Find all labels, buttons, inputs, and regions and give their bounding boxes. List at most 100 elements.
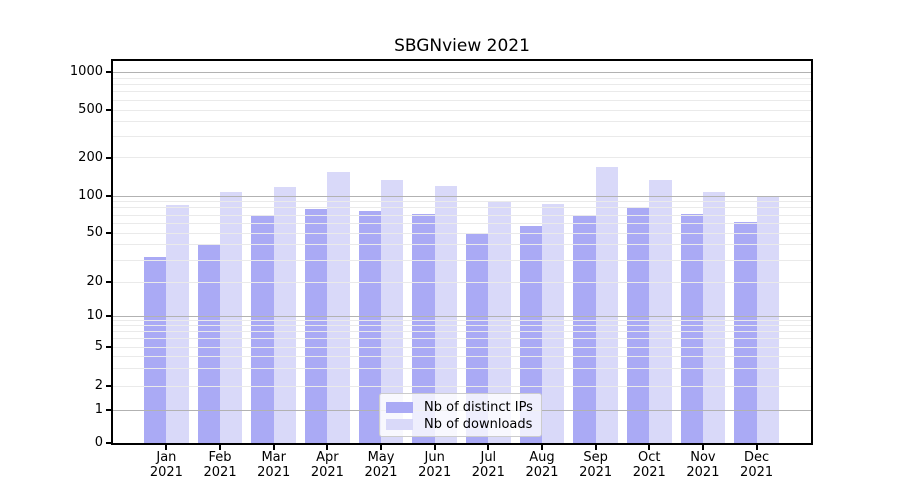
minor-gridline	[113, 355, 811, 357]
bar-downloads-sep	[595, 167, 618, 443]
y-tick-label: 500	[78, 102, 103, 117]
x-tick-label-line: 2021	[579, 465, 613, 480]
minor-gridline	[113, 281, 811, 283]
major-gridline	[113, 315, 811, 317]
legend: Nb of distinct IPs Nb of downloads	[379, 393, 542, 437]
legend-label-downloads: Nb of downloads	[424, 417, 533, 432]
y-tick-mark	[106, 385, 111, 387]
x-tick-mark	[648, 445, 651, 450]
bar-distinct-ips-oct	[626, 207, 650, 443]
y-tick-mark	[106, 195, 111, 197]
x-tick-mark	[540, 445, 543, 450]
y-tick-label: 10	[86, 308, 103, 323]
minor-gridline	[113, 207, 811, 209]
bar-downloads-oct	[649, 180, 672, 443]
x-tick-label-line: Jul	[480, 450, 497, 465]
x-tick-label-line: 2021	[364, 465, 398, 480]
x-tick-label-line: 2021	[632, 465, 666, 480]
chart-title: SBGNview 2021	[394, 36, 530, 56]
minor-gridline	[113, 320, 811, 322]
minor-gridline	[113, 201, 811, 203]
x-tick-label: Aug 2021	[502, 450, 582, 480]
bar-downloads-apr	[327, 172, 350, 443]
x-tick-label: Jul 2021	[448, 450, 528, 480]
bar-distinct-ips-sep	[573, 215, 596, 443]
y-tick-label: 1	[94, 402, 103, 417]
x-tick-label-line: 2021	[203, 465, 237, 480]
major-gridline	[113, 195, 811, 197]
x-tick-label-line: 2021	[740, 465, 774, 480]
minor-gridline	[113, 121, 811, 123]
y-tick-mark	[106, 442, 111, 444]
x-tick-label: May 2021	[341, 450, 421, 480]
x-tick-label: Dec 2021	[717, 450, 797, 480]
minor-gridline	[113, 338, 811, 340]
x-tick-label: Sep 2021	[556, 450, 636, 480]
x-tick-label-line: Aug	[529, 450, 555, 465]
bar-distinct-ips-dec	[734, 221, 757, 443]
legend-swatch-downloads	[386, 419, 413, 430]
x-tick-label-line: Apr	[316, 450, 339, 465]
bar-downloads-nov	[702, 192, 726, 443]
major-gridline	[113, 71, 811, 73]
minor-gridline	[113, 346, 811, 348]
minor-gridline	[113, 368, 811, 370]
minor-gridline	[113, 232, 811, 234]
legend-label-distinct-ips: Nb of distinct IPs	[424, 400, 533, 415]
minor-gridline	[113, 331, 811, 333]
minor-gridline	[113, 325, 811, 327]
x-tick-label-line: Oct	[638, 450, 661, 465]
x-tick-label: Mar 2021	[234, 450, 314, 480]
x-tick-label-line: Mar	[261, 450, 286, 465]
y-tick-label: 5	[94, 339, 103, 354]
x-tick-mark	[755, 445, 758, 450]
x-tick-label-line: 2021	[149, 465, 183, 480]
legend-swatch-distinct-ips	[386, 402, 413, 413]
x-tick-mark	[272, 445, 275, 450]
minor-gridline	[113, 259, 811, 261]
y-tick-label: 20	[86, 274, 103, 289]
x-tick-mark	[487, 445, 490, 450]
plot-frame	[111, 59, 813, 445]
bar-downloads-aug	[541, 204, 565, 443]
minor-gridline	[113, 84, 811, 85]
x-tick-label-line: Sep	[583, 450, 608, 465]
x-tick-label: Oct 2021	[609, 450, 689, 480]
y-tick-mark	[106, 71, 111, 74]
minor-gridline	[113, 135, 811, 137]
y-tick-mark	[106, 109, 111, 111]
bar-distinct-ips-feb	[197, 243, 221, 443]
bar-distinct-ips-mar	[251, 215, 274, 443]
bar-distinct-ips-nov	[680, 213, 703, 443]
x-tick-label-line: Dec	[744, 450, 770, 465]
x-tick-mark	[326, 445, 329, 450]
x-tick-mark	[433, 445, 436, 450]
minor-gridline	[113, 157, 811, 158]
x-tick-mark	[594, 445, 597, 450]
y-tick-label: 1000	[69, 64, 103, 80]
x-tick-label-line: Jun	[424, 450, 445, 465]
x-tick-mark	[380, 445, 383, 450]
minor-gridline	[113, 109, 811, 111]
bar-distinct-ips-may	[358, 210, 382, 443]
minor-gridline	[113, 99, 811, 101]
x-tick-label: Jan 2021	[126, 450, 206, 480]
bar-distinct-ips-jan	[144, 256, 167, 443]
y-tick-mark	[106, 315, 111, 317]
minor-gridline	[113, 385, 811, 387]
y-tick-mark	[106, 232, 111, 234]
y-tick-label: 2	[94, 378, 103, 393]
x-tick-label: Jun 2021	[395, 450, 475, 480]
x-tick-label-line: 2021	[525, 465, 559, 480]
bar-distinct-ips-apr	[305, 209, 328, 443]
x-tick-label-line: 2021	[257, 465, 291, 480]
minor-gridline	[113, 91, 811, 93]
x-tick-mark	[701, 445, 704, 450]
x-tick-label-line: 2021	[471, 465, 505, 480]
x-tick-label-line: Nov	[690, 450, 716, 465]
x-tick-label-line: 2021	[686, 465, 720, 480]
bar-downloads-dec	[756, 196, 779, 443]
y-tick-mark	[106, 409, 111, 411]
x-tick-label-line: Jan	[156, 450, 177, 465]
y-tick-mark	[106, 156, 111, 159]
